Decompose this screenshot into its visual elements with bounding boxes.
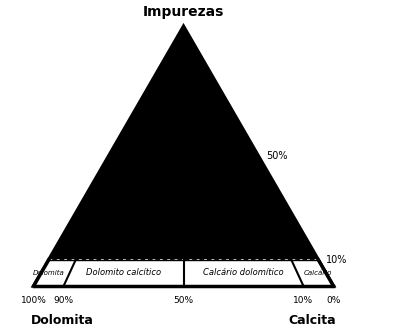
Text: 50%: 50%	[174, 296, 194, 305]
Text: 0%: 0%	[326, 296, 340, 305]
Text: Impurezas: Impurezas	[143, 5, 224, 19]
Text: 100%: 100%	[21, 296, 47, 305]
Polygon shape	[34, 260, 333, 286]
Text: Calcita: Calcita	[289, 314, 336, 327]
Text: Calcário dolomítico: Calcário dolomítico	[203, 268, 284, 278]
Text: Dolomito calcítico: Dolomito calcítico	[86, 268, 161, 278]
Text: Dolomita: Dolomita	[33, 270, 64, 276]
Text: 50%: 50%	[266, 151, 288, 161]
Text: 90%: 90%	[54, 296, 74, 305]
Text: 10%: 10%	[326, 255, 347, 265]
Text: Dolomita: Dolomita	[31, 314, 94, 327]
Text: 10%: 10%	[293, 296, 314, 305]
Text: Calcário: Calcário	[304, 270, 332, 276]
Polygon shape	[34, 27, 333, 286]
